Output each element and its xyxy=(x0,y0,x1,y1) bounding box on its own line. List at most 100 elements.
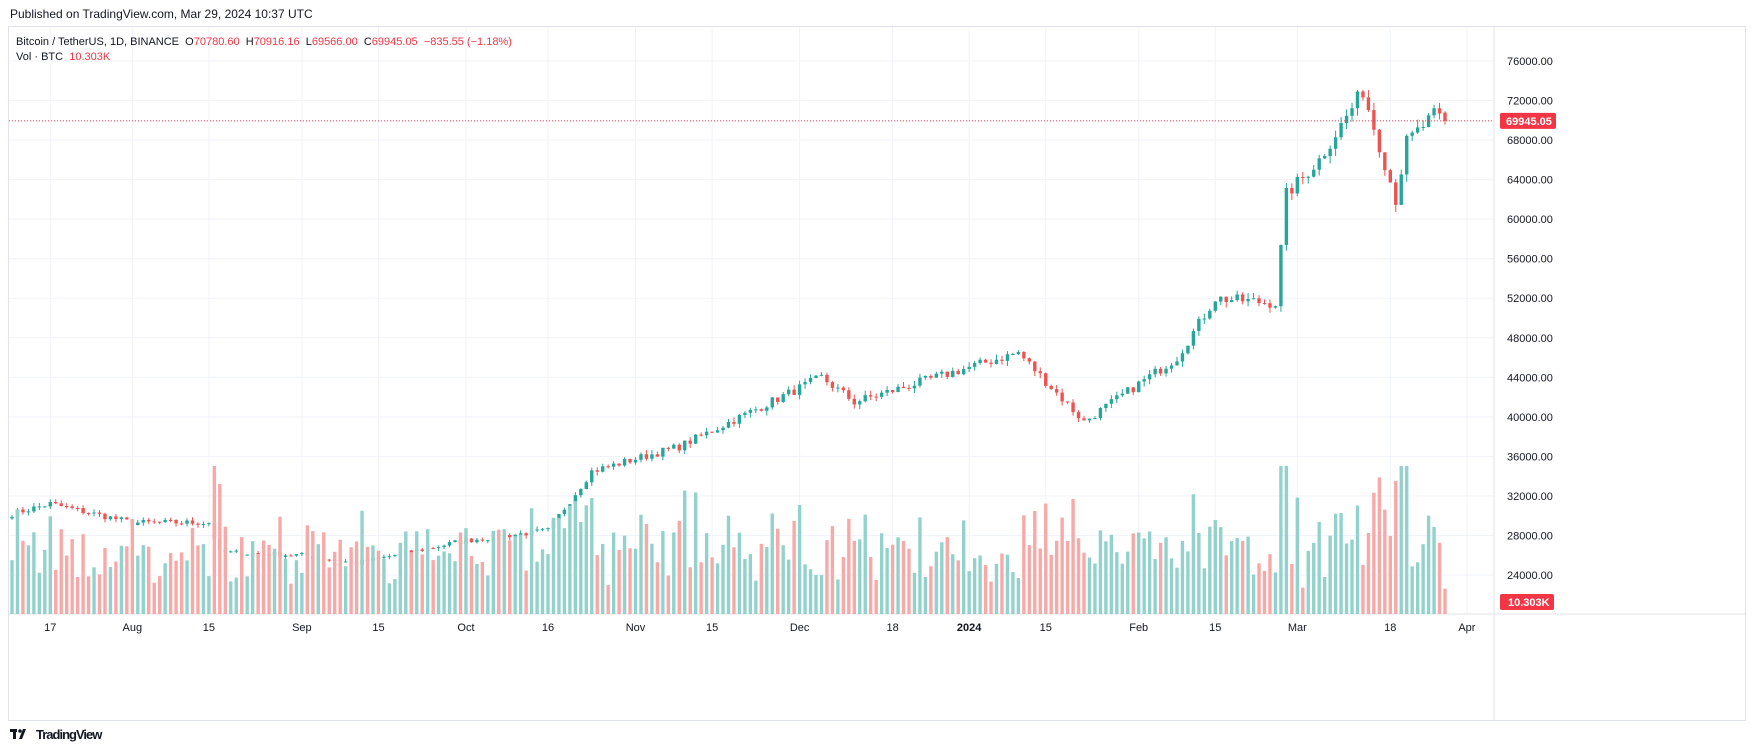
candle xyxy=(1076,410,1081,422)
volume-bar xyxy=(305,525,310,614)
candle xyxy=(283,554,288,559)
x-tick-label: 18 xyxy=(886,622,898,634)
candle xyxy=(289,553,293,557)
footer-logo-text: TradingView xyxy=(36,726,102,742)
last-volume-badge: 10.303K xyxy=(1500,594,1554,610)
volume-bar xyxy=(529,508,534,614)
candle xyxy=(152,518,156,524)
candle xyxy=(1104,403,1108,412)
volume-bar xyxy=(398,542,403,614)
published-line: Published on TradingView.com, Mar 29, 20… xyxy=(10,7,313,21)
volume-bar xyxy=(1208,526,1212,614)
volume-bar xyxy=(1016,578,1021,614)
volume-bar xyxy=(1033,510,1037,614)
candle xyxy=(1344,109,1349,130)
candle xyxy=(617,463,621,467)
grid xyxy=(9,27,1494,614)
last-volume-label: 10.303K xyxy=(1508,597,1550,609)
volume-bar xyxy=(108,567,113,614)
candle xyxy=(1399,169,1403,206)
candle xyxy=(81,505,85,515)
candle xyxy=(940,369,944,378)
volume-bar xyxy=(1082,552,1086,614)
volume-bar xyxy=(272,548,277,614)
candle xyxy=(765,405,769,416)
candle xyxy=(1284,183,1289,251)
candle xyxy=(1415,119,1420,134)
candle xyxy=(540,527,545,532)
volume-bar xyxy=(672,532,676,614)
volume-bar xyxy=(721,544,725,614)
candle xyxy=(1432,104,1436,119)
candle xyxy=(1268,299,1272,313)
volume-bar xyxy=(97,574,102,614)
candle xyxy=(781,392,785,403)
candle xyxy=(1312,164,1316,178)
candle xyxy=(447,540,452,548)
candle xyxy=(1126,387,1130,395)
volume-bar xyxy=(748,554,753,614)
candle xyxy=(1372,102,1376,136)
candle xyxy=(393,554,397,557)
volume-bar xyxy=(201,544,206,614)
volume-bar xyxy=(1137,532,1141,614)
volume-bar xyxy=(37,572,42,614)
y-tick-label: 52000.00 xyxy=(1507,293,1553,305)
x-tick-label: 15 xyxy=(706,622,718,634)
candle xyxy=(201,521,206,528)
candle xyxy=(759,408,764,412)
candle xyxy=(885,386,889,397)
volume-bar xyxy=(601,543,605,614)
candle xyxy=(743,411,747,419)
candle xyxy=(590,467,594,487)
volume-bar xyxy=(1388,536,1393,614)
volume-bar xyxy=(1115,552,1119,614)
candle xyxy=(1366,90,1371,112)
volume-bar xyxy=(1005,554,1010,614)
volume-bar xyxy=(814,574,818,614)
candle xyxy=(1093,416,1097,420)
y-tick-label: 56000.00 xyxy=(1507,254,1553,266)
volume-bar xyxy=(1164,537,1168,614)
volume-bar xyxy=(836,579,840,614)
candle xyxy=(1011,352,1015,356)
volume-bar xyxy=(1142,538,1146,614)
volume-bar xyxy=(1054,540,1059,614)
volume-bar xyxy=(15,509,20,614)
y-tick-label: 24000.00 xyxy=(1507,570,1553,582)
volume-bar xyxy=(1060,517,1064,614)
volume-bar xyxy=(229,581,233,614)
volume-bar xyxy=(1426,515,1431,614)
volume-bar xyxy=(1202,568,1207,614)
change-value: −835.55 (−1.18%) xyxy=(423,36,512,48)
volume-bar xyxy=(551,517,556,614)
candle xyxy=(929,374,933,380)
volume-bar xyxy=(1213,520,1217,614)
candle xyxy=(611,461,616,470)
candle xyxy=(923,375,928,380)
volume-bar xyxy=(1240,540,1245,614)
volume-bar xyxy=(901,540,906,614)
candle xyxy=(103,512,107,523)
candle xyxy=(1158,366,1163,376)
volume-bar xyxy=(261,540,266,614)
candle xyxy=(699,432,703,437)
candle xyxy=(579,488,583,498)
volume-bar xyxy=(190,528,195,614)
candle xyxy=(234,549,238,554)
volume-bar xyxy=(1306,550,1310,614)
volume-bar xyxy=(972,558,977,614)
candle xyxy=(1054,385,1059,396)
candle xyxy=(125,516,129,520)
candle xyxy=(704,427,709,439)
volume-bar xyxy=(1262,570,1267,614)
candle xyxy=(70,504,74,510)
volume-bar xyxy=(1350,539,1354,614)
open-label: O xyxy=(185,36,194,48)
candle xyxy=(710,431,714,434)
candle xyxy=(535,526,539,533)
volume-bar xyxy=(32,532,36,614)
volume-bar xyxy=(409,552,413,614)
volume-bar xyxy=(1219,527,1223,614)
